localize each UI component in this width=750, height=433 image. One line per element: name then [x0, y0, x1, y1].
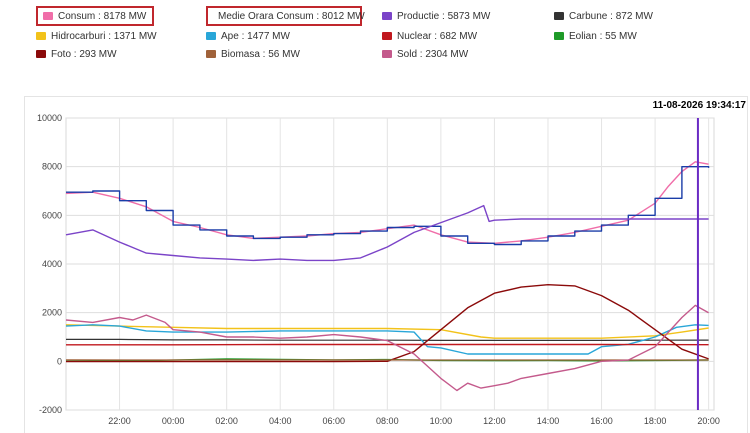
- y-tick-label: 4000: [42, 259, 62, 269]
- y-tick-label: 10000: [37, 113, 62, 123]
- y-tick-label: -2000: [39, 405, 62, 415]
- x-tick-label: 22:00: [108, 416, 131, 426]
- x-tick-label: 16:00: [590, 416, 613, 426]
- y-tick-label: 2000: [42, 308, 62, 318]
- x-tick-label: 18:00: [644, 416, 667, 426]
- x-tick-label: 12:00: [483, 416, 506, 426]
- x-tick-label: 02:00: [215, 416, 238, 426]
- y-tick-label: 8000: [42, 162, 62, 172]
- x-tick-label: 08:00: [376, 416, 399, 426]
- x-tick-label: 04:00: [269, 416, 292, 426]
- x-tick-label: 14:00: [537, 416, 560, 426]
- x-tick-label: 00:00: [162, 416, 185, 426]
- y-tick-label: 6000: [42, 210, 62, 220]
- x-tick-label: 20:00: [697, 416, 720, 426]
- x-tick-label: 06:00: [323, 416, 346, 426]
- y-tick-label: 0: [57, 356, 62, 366]
- x-tick-label: 10:00: [430, 416, 453, 426]
